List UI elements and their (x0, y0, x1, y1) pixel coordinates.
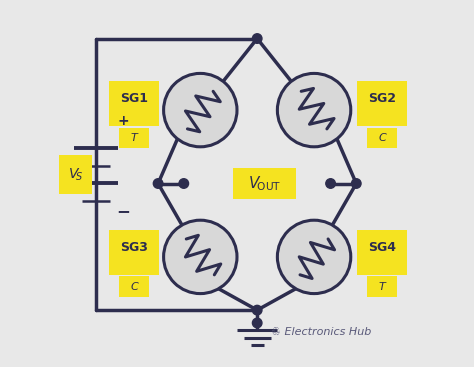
Text: C: C (378, 133, 386, 143)
Circle shape (253, 34, 262, 43)
Text: SG2: SG2 (368, 92, 396, 105)
Circle shape (277, 220, 351, 294)
Circle shape (277, 73, 351, 147)
Circle shape (253, 305, 262, 315)
FancyBboxPatch shape (119, 276, 149, 297)
FancyBboxPatch shape (233, 168, 296, 199)
Text: C: C (130, 281, 138, 291)
Text: T: T (379, 281, 385, 291)
Circle shape (352, 179, 361, 188)
Circle shape (164, 73, 237, 147)
FancyBboxPatch shape (59, 155, 92, 194)
Circle shape (164, 220, 237, 294)
FancyBboxPatch shape (367, 128, 397, 148)
FancyBboxPatch shape (367, 276, 397, 297)
Text: +: + (118, 114, 129, 128)
Circle shape (179, 179, 189, 188)
Text: −: − (116, 202, 130, 220)
Text: SG3: SG3 (120, 241, 148, 254)
Circle shape (326, 179, 336, 188)
Text: T: T (131, 133, 137, 143)
FancyBboxPatch shape (119, 128, 149, 148)
Text: $V_{\!\mathrm{OUT}}$: $V_{\!\mathrm{OUT}}$ (248, 174, 281, 193)
Circle shape (253, 318, 262, 328)
FancyBboxPatch shape (357, 81, 407, 126)
FancyBboxPatch shape (357, 230, 407, 275)
Text: $V_{\!S}$: $V_{\!S}$ (68, 166, 83, 182)
Text: SG4: SG4 (368, 241, 396, 254)
Text: ♲ Electronics Hub: ♲ Electronics Hub (271, 327, 372, 337)
Text: SG1: SG1 (120, 92, 148, 105)
FancyBboxPatch shape (109, 81, 159, 126)
FancyBboxPatch shape (109, 230, 159, 275)
Circle shape (153, 179, 163, 188)
